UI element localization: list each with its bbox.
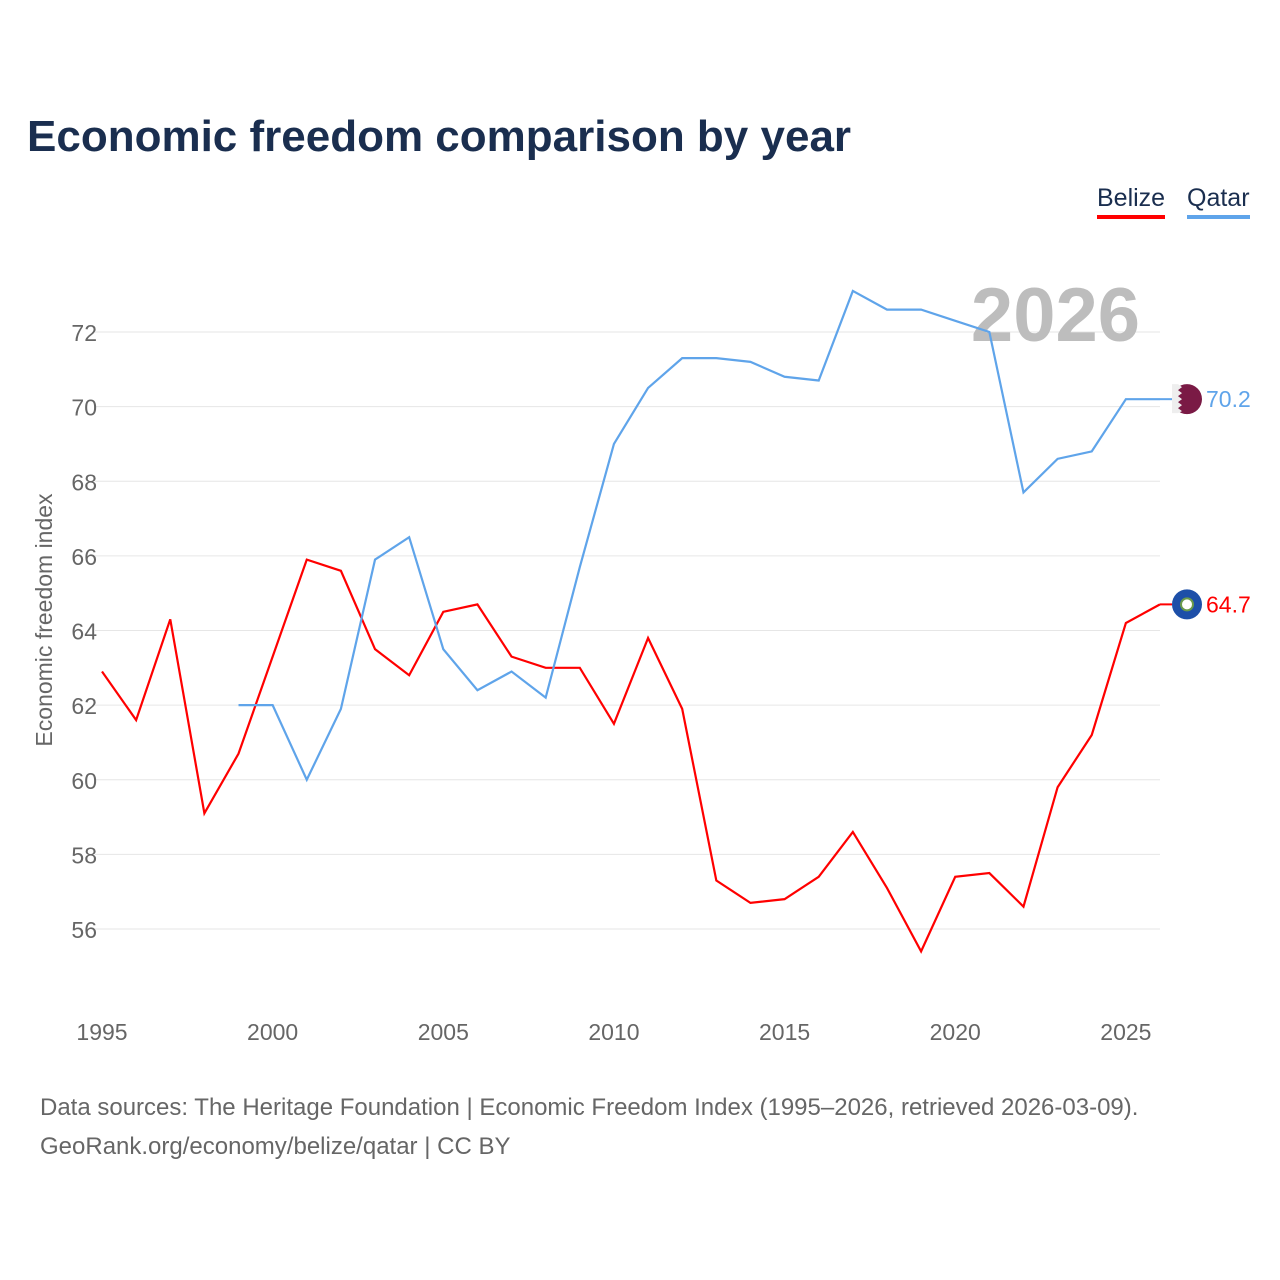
y-tick-label: 62 xyxy=(71,693,97,719)
y-tick-label: 72 xyxy=(71,320,97,346)
series-line-qatar xyxy=(238,289,1160,783)
qatar-flag-stripe xyxy=(1172,384,1182,414)
belize-flag-emblem xyxy=(1180,597,1194,612)
y-tick-label: 56 xyxy=(71,917,97,943)
y-tick-label: 66 xyxy=(71,544,97,570)
y-tick-label: 64 xyxy=(71,619,97,645)
year-watermark: 2026 xyxy=(971,273,1140,358)
x-tick-label: 2020 xyxy=(930,1019,981,1045)
x-tick-label: 2025 xyxy=(1100,1019,1151,1045)
x-tick-label: 1995 xyxy=(76,1019,127,1045)
y-tick-label: 58 xyxy=(71,842,97,868)
y-axis-label: Economic freedom index xyxy=(31,493,57,747)
y-tick-label: 68 xyxy=(71,469,97,495)
x-tick-label: 2010 xyxy=(588,1019,639,1045)
source-note: Data sources: The Heritage Foundation | … xyxy=(40,1094,1139,1121)
legend-qatar[interactable]: Qatar xyxy=(1187,184,1250,219)
x-tick-label: 2015 xyxy=(759,1019,810,1045)
chart-title: Economic freedom comparison by year xyxy=(27,112,852,161)
x-tick-label: 2005 xyxy=(418,1019,469,1045)
series-line-belize xyxy=(101,558,1161,954)
x-tick-label: 2000 xyxy=(247,1019,298,1045)
source-link[interactable]: GeoRank.org/economy/belize/qatar | CC BY xyxy=(40,1133,511,1160)
legend-belize[interactable]: Belize xyxy=(1097,184,1166,219)
footer: Data sources: The Heritage Foundation | … xyxy=(40,1088,1138,1166)
y-tick-label: 60 xyxy=(71,768,97,794)
y-tick-label: 70 xyxy=(71,395,97,421)
end-value-label: 64.7 xyxy=(1206,591,1251,617)
end-value-label: 70.2 xyxy=(1206,386,1251,412)
